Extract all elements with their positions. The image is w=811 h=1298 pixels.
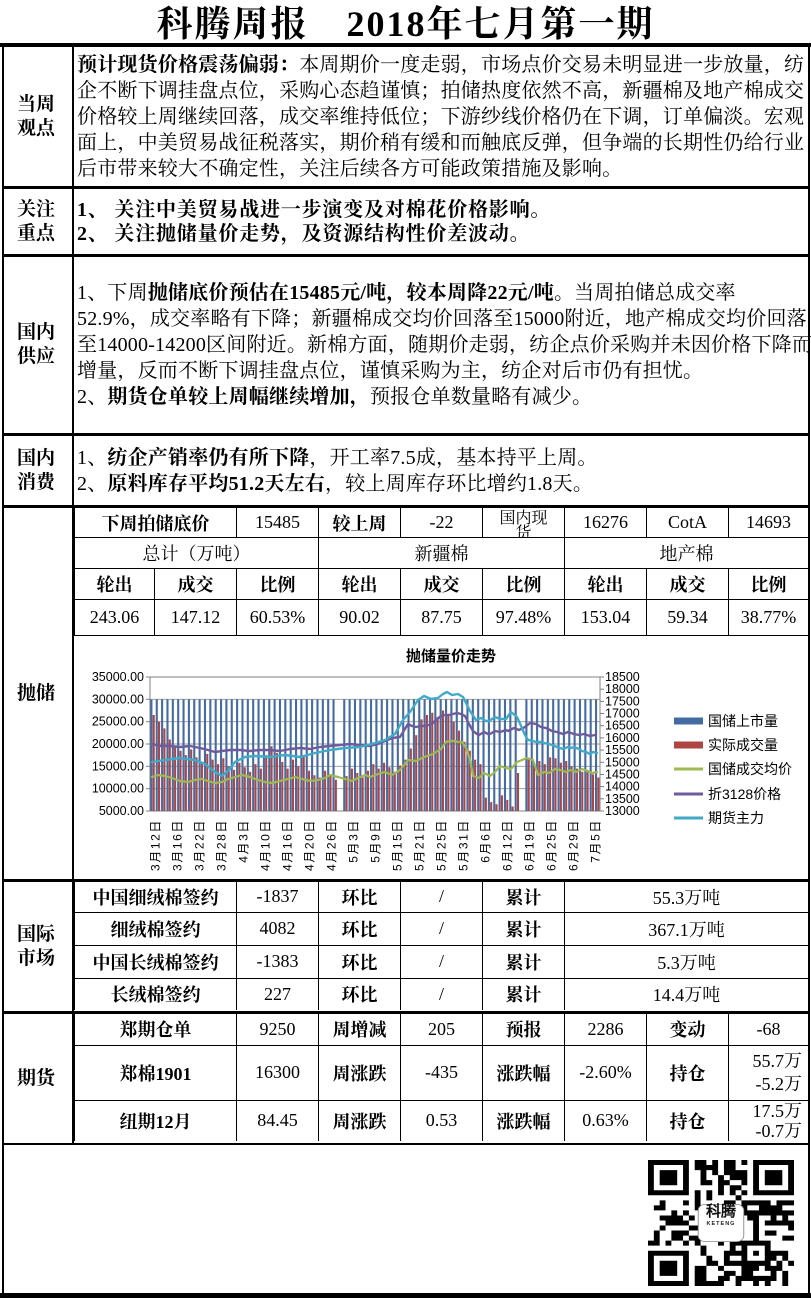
svg-text:17500: 17500 <box>605 694 640 708</box>
svg-text:抛储量价走势: 抛储量价走势 <box>406 647 496 665</box>
svg-text:20000.00: 20000.00 <box>92 737 144 751</box>
svg-text:3月22日: 3月22日 <box>193 819 207 871</box>
svg-text:15500: 15500 <box>605 743 640 757</box>
svg-text:4月20日: 4月20日 <box>303 819 317 871</box>
svg-text:6月25日: 6月25日 <box>545 819 559 871</box>
svg-text:25000.00: 25000.00 <box>92 715 144 729</box>
svg-text:16500: 16500 <box>605 719 640 733</box>
svg-text:6月6日: 6月6日 <box>479 819 493 863</box>
svg-text:6月29日: 6月29日 <box>567 819 581 871</box>
svg-text:13000: 13000 <box>605 804 640 818</box>
svg-text:15000.00: 15000.00 <box>92 759 144 773</box>
svg-text:15000: 15000 <box>605 755 640 769</box>
svg-text:3月12日: 3月12日 <box>149 819 163 871</box>
svg-text:5月21日: 5月21日 <box>413 819 427 871</box>
svg-text:7月5日: 7月5日 <box>589 819 603 863</box>
svg-text:国储上市量: 国储上市量 <box>708 713 778 729</box>
svg-text:17000: 17000 <box>605 707 640 721</box>
svg-text:期货主力: 期货主力 <box>708 810 764 826</box>
svg-text:14500: 14500 <box>605 768 640 782</box>
svg-text:13500: 13500 <box>605 792 640 806</box>
svg-text:18500: 18500 <box>605 670 640 684</box>
svg-text:35000.00: 35000.00 <box>92 670 144 684</box>
svg-text:14000: 14000 <box>605 780 640 794</box>
svg-text:6月19日: 6月19日 <box>523 819 537 871</box>
svg-text:5月15日: 5月15日 <box>391 819 405 871</box>
svg-text:国储成交均价: 国储成交均价 <box>708 761 792 777</box>
svg-text:6月12日: 6月12日 <box>501 819 515 871</box>
svg-text:5月31日: 5月31日 <box>457 819 471 871</box>
svg-text:折3128价格: 折3128价格 <box>708 786 781 802</box>
svg-text:4月3日: 4月3日 <box>237 819 251 863</box>
svg-text:30000.00: 30000.00 <box>92 692 144 706</box>
svg-text:16000: 16000 <box>605 731 640 745</box>
svg-text:5月3日: 5月3日 <box>347 819 361 863</box>
svg-text:3月16日: 3月16日 <box>171 819 185 871</box>
svg-text:5000.00: 5000.00 <box>99 804 144 818</box>
svg-text:5月25日: 5月25日 <box>435 819 449 871</box>
svg-text:18000: 18000 <box>605 682 640 696</box>
svg-text:5月9日: 5月9日 <box>369 819 383 863</box>
svg-text:实际成交量: 实际成交量 <box>708 737 778 753</box>
svg-text:4月16日: 4月16日 <box>281 819 295 871</box>
svg-text:4月26日: 4月26日 <box>325 819 339 871</box>
svg-text:3月28日: 3月28日 <box>215 819 229 871</box>
svg-text:10000.00: 10000.00 <box>92 782 144 796</box>
svg-text:4月10日: 4月10日 <box>259 819 273 871</box>
